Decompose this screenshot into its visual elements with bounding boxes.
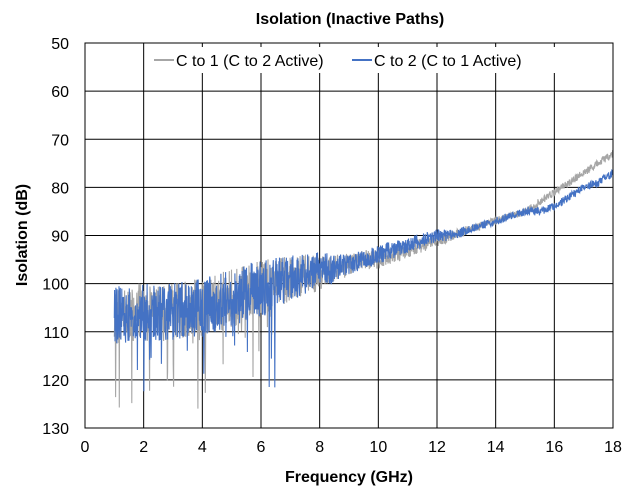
y-tick-label: 60 [51, 84, 69, 101]
y-axis-label: Isolation (dB) [14, 184, 31, 286]
x-tick-label: 16 [545, 439, 563, 456]
y-tick-label: 130 [42, 421, 69, 438]
x-tick-label: 2 [139, 439, 148, 456]
chart-title: Isolation (Inactive Paths) [256, 11, 444, 28]
legend: C to 1 (C to 2 Active) C to 2 (C to 1 Ac… [150, 47, 556, 73]
x-tick-label: 12 [428, 439, 446, 456]
y-tick-label: 110 [43, 325, 69, 342]
x-tick-label: 4 [198, 439, 207, 456]
y-tick-label: 80 [51, 180, 69, 197]
series-line-2 [113, 168, 614, 392]
x-tick-label: 0 [81, 439, 90, 456]
x-tick-label: 18 [604, 439, 622, 456]
x-tick-label: 8 [315, 439, 324, 456]
axis-layer: 0 2 4 6 8 10 12 14 16 18 50 60 70 80 90 100 110 120 130 [42, 36, 622, 456]
y-tick-label: 70 [51, 132, 69, 149]
y-tick-label: 50 [51, 36, 69, 53]
y-tick-label: 90 [51, 229, 69, 246]
legend-label-series-1: C to 1 (C to 2 Active) [176, 53, 324, 70]
y-tick-label: 100 [42, 277, 69, 294]
x-axis-label: Frequency (GHz) [285, 469, 413, 486]
series-layer [113, 149, 614, 409]
x-tick-label: 14 [487, 439, 505, 456]
x-tick-label: 10 [369, 439, 387, 456]
legend-label-series-2: C to 2 (C to 1 Active) [374, 53, 522, 70]
x-tick-label: 6 [257, 439, 266, 456]
y-tick-label: 120 [42, 373, 69, 390]
plot-frame [84, 42, 614, 429]
